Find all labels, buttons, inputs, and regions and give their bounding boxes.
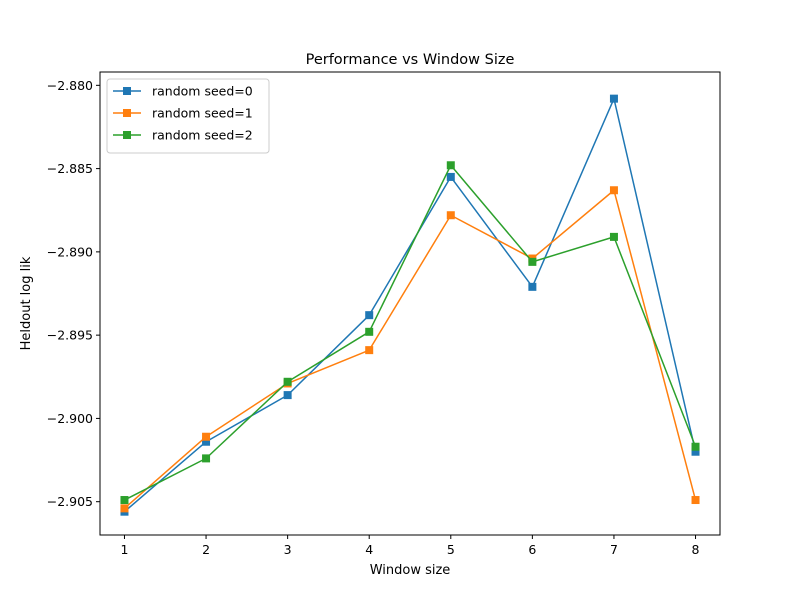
y-tick-label: −2.890 <box>47 244 93 259</box>
data-point <box>528 282 537 291</box>
data-point <box>283 377 292 386</box>
y-tick-label: −2.895 <box>47 328 93 343</box>
legend-marker <box>123 87 131 95</box>
y-tick-label: −2.885 <box>47 161 93 176</box>
data-point <box>446 161 455 170</box>
legend-label: random seed=1 <box>152 106 253 121</box>
x-tick-label: 3 <box>284 542 292 557</box>
y-axis: −2.905 −2.900 −2.895 −2.890 −2.885 −2.880 <box>47 78 100 509</box>
plot-area-frame <box>99 71 721 536</box>
y-tick-label: −2.905 <box>47 494 93 509</box>
x-axis-label: Window size <box>370 563 451 578</box>
x-tick-label: 4 <box>365 542 373 557</box>
data-point <box>609 94 618 103</box>
series-line <box>123 189 697 509</box>
data-point <box>609 186 618 195</box>
legend-label: random seed=0 <box>152 84 253 99</box>
y-tick-label: −2.880 <box>47 78 93 93</box>
data-point <box>365 327 374 336</box>
x-tick-label: 8 <box>692 542 700 557</box>
data-point <box>446 172 455 181</box>
legend-entry: random seed=0 <box>113 84 253 99</box>
data-point <box>202 437 211 446</box>
x-tick-label: 2 <box>202 542 210 557</box>
x-tick-label: 6 <box>528 542 536 557</box>
legend-box <box>106 78 270 154</box>
data-point <box>691 496 700 505</box>
data-point <box>528 257 537 266</box>
series-0 <box>120 94 700 516</box>
legend-label: random seed=2 <box>152 128 253 143</box>
x-tick-label: 1 <box>120 542 128 557</box>
data-point <box>365 311 374 320</box>
legend-marker <box>123 131 131 139</box>
chart-title: Performance vs Window Size <box>306 52 515 68</box>
data-point <box>365 346 374 355</box>
y-axis-label: Heldout log lik <box>19 256 34 350</box>
data-point <box>691 447 700 456</box>
y-tick-label: −2.900 <box>47 411 93 426</box>
x-axis: 1 2 3 4 5 6 7 8 <box>120 535 700 557</box>
legend-marker <box>123 109 131 117</box>
data-point <box>202 454 211 463</box>
series-line <box>124 164 697 501</box>
data-point <box>283 391 292 400</box>
x-tick-label: 7 <box>610 542 618 557</box>
data-point <box>202 432 211 441</box>
x-tick-label: 5 <box>447 542 455 557</box>
data-point <box>446 211 455 220</box>
legend: random seed=0 random seed=1 random seed=2 <box>106 78 270 154</box>
data-point <box>120 496 129 505</box>
legend-entry: random seed=2 <box>113 128 253 143</box>
series-line <box>123 97 697 513</box>
data-point <box>120 504 129 513</box>
data-point <box>691 442 700 451</box>
series-2 <box>120 161 700 505</box>
legend-entry: random seed=1 <box>113 106 253 121</box>
data-point <box>609 232 618 241</box>
